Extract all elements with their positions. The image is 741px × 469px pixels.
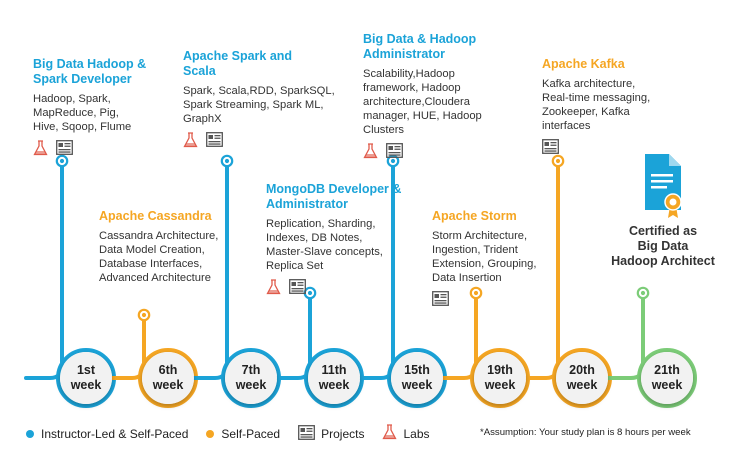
week-label: 11th week (318, 363, 350, 392)
course-block: Apache Storm Storm Architecture, Ingestio… (432, 209, 536, 311)
assumption-note: *Assumption: Your study plan is 8 hours … (480, 427, 691, 438)
timeline-segment (24, 160, 64, 380)
week-label: 19th week (484, 363, 516, 392)
milestone-marker-dot (555, 158, 561, 164)
milestone-marker-dot (224, 158, 230, 164)
course-icons (432, 291, 536, 311)
legend-self-label: Self-Paced (221, 426, 281, 441)
course-title: Big Data & Hadoop Administrator (363, 32, 477, 61)
course-icons (183, 132, 335, 153)
projects-icon (432, 291, 449, 311)
week-badge (225, 352, 277, 404)
legend-labs: Labs (382, 424, 430, 443)
legend-instructor: Instructor-Led & Self-Paced (26, 427, 188, 441)
week-label: 1st week (70, 363, 102, 392)
certificate-block: Certified as Big Data Hadoop Architect (600, 150, 726, 269)
week-badge (474, 352, 526, 404)
certificate-icon (645, 154, 682, 218)
labs-icon (266, 279, 281, 300)
course-title: MongoDB Developer & Administrator (266, 182, 402, 211)
week-badge (641, 352, 693, 404)
labs-icon (33, 140, 48, 161)
projects-icon (206, 132, 223, 153)
week-label: 7th week (235, 363, 267, 392)
week-badge (556, 352, 608, 404)
projects-icon (542, 139, 559, 159)
labs-icon (183, 132, 198, 153)
course-description: Spark, Scala,RDD, SparkSQL, Spark Stream… (183, 85, 335, 125)
course-title: Apache Spark and Scala (183, 49, 293, 78)
course-description: Scalability,Hadoop framework, Hadoop arc… (363, 68, 482, 136)
course-icons (542, 139, 650, 159)
course-description: Storm Architecture, Ingestion, Trident E… (432, 230, 537, 284)
week-badge (60, 352, 112, 404)
timeline-segment (606, 292, 645, 380)
course-description: Hadoop, Spark, MapReduce, Pig, Hive, Sqo… (33, 93, 132, 133)
course-icons (363, 143, 482, 164)
milestone-marker-dot (59, 158, 65, 164)
legend-projects: Projects (298, 424, 365, 443)
timeline-segment (275, 292, 312, 380)
course-title: Apache Storm (432, 209, 517, 223)
milestone-marker-dot (473, 290, 479, 296)
course-description: Kafka architecture, Real-time messaging,… (542, 78, 651, 132)
projects-icon (56, 140, 73, 161)
course-block: Apache Spark and Scala Spark, Scala,RDD, … (183, 49, 335, 153)
week-badge (142, 352, 194, 404)
projects-icon (289, 279, 306, 300)
course-icons (266, 279, 401, 300)
projects-icon (298, 424, 316, 443)
milestone-marker-dot (141, 312, 147, 318)
legend: Instructor-Led & Self-Paced Self-Paced P… (26, 424, 448, 443)
milestone-marker-dot (307, 290, 313, 296)
course-block: MongoDB Developer & Administrator Replica… (266, 182, 401, 300)
course-block: Big Data Hadoop & Spark Developer Hadoop,… (33, 57, 146, 161)
week-badge (391, 352, 443, 404)
course-title: Apache Kafka (542, 57, 625, 71)
course-block: Big Data & Hadoop Administrator Scalabili… (363, 32, 482, 164)
course-description: Cassandra Architecture, Data Model Creat… (99, 230, 219, 284)
legend-self: Self-Paced (206, 427, 280, 441)
legend-projects-label: Projects (321, 426, 365, 441)
course-title: Big Data Hadoop & Spark Developer (33, 57, 147, 86)
course-title: Apache Cassandra (99, 209, 212, 223)
week-ring (637, 348, 697, 408)
self-paced-dot-icon (206, 429, 215, 438)
legend-labs-label: Labs (403, 426, 430, 441)
course-block: Apache Cassandra Cassandra Architecture, … (99, 209, 218, 285)
week-label: 6th week (152, 363, 184, 392)
course-block: Apache Kafka Kafka architecture, Real-tim… (542, 57, 650, 159)
labs-icon (363, 143, 378, 164)
week-label: 15th week (401, 363, 433, 392)
week-label: 20th week (566, 363, 598, 392)
course-icons (33, 140, 146, 161)
week-label: 21th week (651, 363, 683, 392)
projects-icon (386, 143, 403, 164)
course-description: Replication, Sharding, Indexes, DB Notes… (266, 218, 383, 272)
week-badge (308, 352, 360, 404)
milestone-marker-dot (390, 158, 396, 164)
instructor-dot-icon (26, 429, 34, 438)
milestone-marker-dot (640, 290, 646, 296)
timeline-segment (110, 314, 146, 380)
certificate-text: Certified as Big Data Hadoop Architect (611, 224, 715, 268)
legend-instructor-label: Instructor-Led & Self-Paced (41, 426, 189, 441)
labs-icon (382, 424, 398, 443)
